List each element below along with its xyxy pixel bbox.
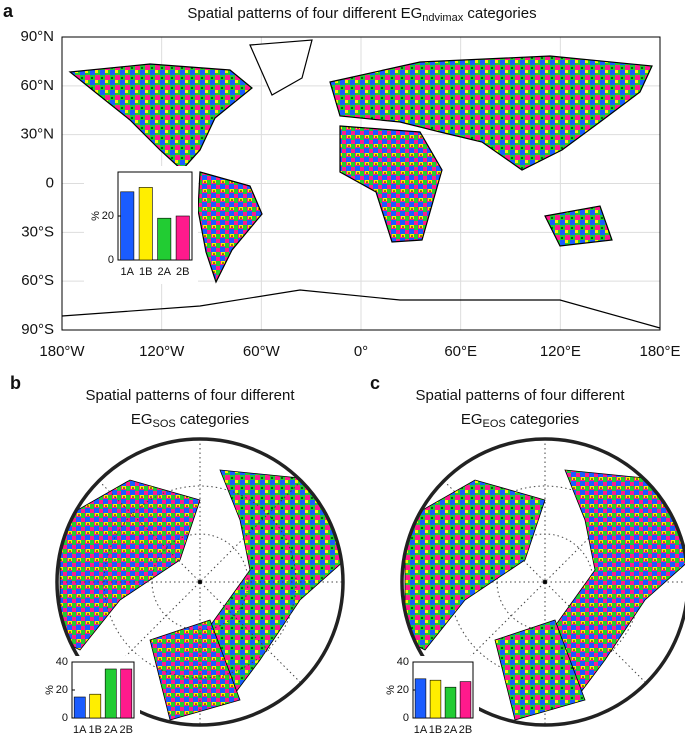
polar-frame bbox=[55, 437, 345, 727]
x-tick-label: 0° bbox=[354, 343, 368, 360]
y-tick-label: 60°N bbox=[20, 77, 54, 94]
chart-title: Spatial patterns of four different bbox=[85, 387, 295, 404]
chart-title: Spatial patterns of four different EGndv… bbox=[187, 5, 536, 24]
x-tick-label: 1A bbox=[121, 266, 135, 278]
panel-label: c bbox=[370, 373, 380, 393]
x-tick-label: 1A bbox=[414, 724, 428, 736]
y-tick-label: 30°N bbox=[20, 126, 54, 143]
y-axis-label: % bbox=[90, 211, 102, 221]
title-subscript: EOS bbox=[483, 418, 506, 430]
bar bbox=[459, 681, 472, 719]
inset-chart: 0 20 40% 1A 1B 2A 2B bbox=[379, 656, 479, 737]
bar bbox=[138, 187, 153, 261]
y-tick-label: 30°S bbox=[21, 223, 54, 240]
x-tick-label: 1B bbox=[139, 266, 152, 278]
x-tick-label: 2A bbox=[104, 724, 118, 736]
x-tick-label: 2B bbox=[120, 724, 133, 736]
title-text: categories bbox=[506, 411, 579, 428]
x-tick-label: 180°W bbox=[39, 343, 85, 360]
bar bbox=[157, 217, 172, 261]
title-text: EG bbox=[461, 411, 483, 428]
x-tick-label: 60°E bbox=[444, 343, 477, 360]
x-tick-label: 120°E bbox=[540, 343, 581, 360]
panel-label: a bbox=[3, 1, 14, 21]
bar bbox=[414, 678, 427, 719]
y-tick-label: 0 bbox=[62, 712, 68, 724]
polar-land bbox=[404, 469, 685, 721]
pole bbox=[198, 580, 202, 584]
title-subscript: SOS bbox=[153, 418, 176, 430]
polar-frame bbox=[400, 437, 685, 727]
y-tick-label: 90°S bbox=[21, 321, 54, 338]
y-tick-label: 20 bbox=[102, 210, 114, 222]
bar bbox=[444, 686, 457, 719]
y-tick-label: 20 bbox=[397, 684, 409, 696]
x-tick-label: 120°W bbox=[139, 343, 185, 360]
chart-title: Spatial patterns of four different bbox=[415, 387, 625, 404]
x-tick-label: 2A bbox=[158, 266, 172, 278]
title-text: Spatial patterns of four different EG bbox=[187, 5, 422, 22]
x-tick-label: 60°W bbox=[243, 343, 281, 360]
y-tick-label: 0 bbox=[403, 712, 409, 724]
y-tick-label: 40 bbox=[56, 656, 68, 668]
continents bbox=[61, 39, 661, 329]
bar bbox=[429, 679, 442, 719]
polar-land bbox=[59, 469, 343, 721]
map-frame bbox=[61, 36, 661, 331]
y-axis-label: % bbox=[385, 685, 397, 695]
bar bbox=[89, 693, 102, 719]
inset-chart: 0 20% 1A 1B 2A 2B bbox=[84, 166, 198, 284]
chart-title: EGEOS categories bbox=[461, 411, 579, 430]
bar bbox=[120, 191, 135, 261]
x-tick-label: 2B bbox=[176, 266, 189, 278]
x-tick-label: 2A bbox=[444, 724, 458, 736]
title-text: categories bbox=[176, 411, 249, 428]
inset-chart: 0 20 40% 1A 1B 2A 2B bbox=[38, 656, 140, 737]
x-tick-label: 180°E bbox=[639, 343, 680, 360]
chart-title: EGSOS categories bbox=[131, 411, 249, 430]
x-tick-label: 2B bbox=[459, 724, 472, 736]
title-text: EG bbox=[131, 411, 153, 428]
y-tick-label: 0 bbox=[108, 254, 114, 266]
bar bbox=[175, 215, 190, 261]
panel-label: b bbox=[10, 373, 21, 393]
bar bbox=[120, 668, 133, 719]
title-subscript: ndvimax bbox=[422, 12, 463, 24]
y-tick-label: 60°S bbox=[21, 272, 54, 289]
y-tick-label: 40 bbox=[397, 656, 409, 668]
title-text: categories bbox=[463, 5, 536, 22]
y-tick-label: 20 bbox=[56, 684, 68, 696]
bar bbox=[73, 696, 86, 719]
y-tick-label: 0 bbox=[46, 174, 54, 191]
bar bbox=[104, 668, 117, 719]
x-tick-label: 1B bbox=[89, 724, 102, 736]
y-tick-label: 90°N bbox=[20, 28, 54, 45]
x-tick-label: 1A bbox=[73, 724, 87, 736]
y-axis-label: % bbox=[44, 685, 56, 695]
x-tick-label: 1B bbox=[429, 724, 442, 736]
pole bbox=[543, 580, 547, 584]
